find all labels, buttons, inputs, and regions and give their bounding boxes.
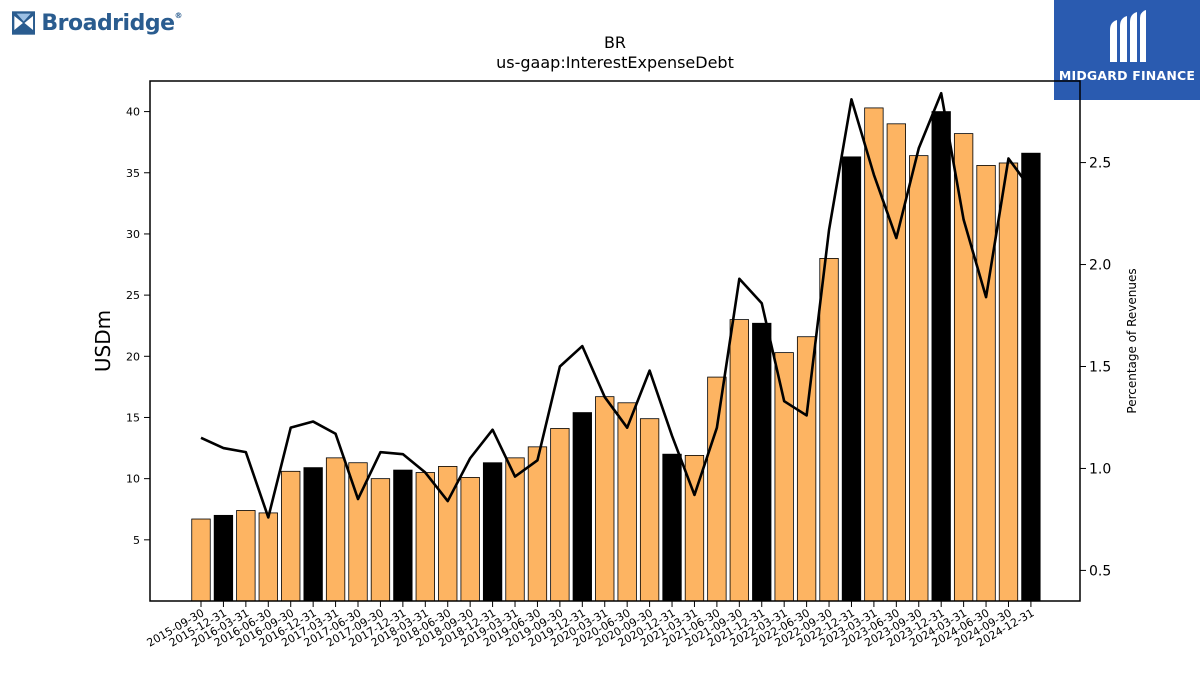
broadridge-logo: Broadridge® bbox=[12, 6, 182, 40]
bar-2023-12-31 bbox=[931, 111, 951, 602]
bar-2018-12-31 bbox=[482, 462, 503, 602]
bar-2024-03-31 bbox=[953, 133, 974, 602]
bar-2022-03-31 bbox=[774, 352, 794, 602]
bar-2023-03-31 bbox=[864, 107, 884, 602]
y2-tick-label: 0.5 bbox=[1089, 563, 1111, 579]
chart-title: BR bbox=[604, 33, 626, 52]
bar-2019-12-31 bbox=[572, 412, 592, 602]
y-tick-label: 40 bbox=[126, 106, 140, 119]
y-tick-label: 35 bbox=[126, 167, 140, 180]
bar-2019-06-30 bbox=[527, 446, 548, 602]
bar-2022-09-30 bbox=[819, 258, 839, 602]
bar-2024-09-30 bbox=[998, 162, 1019, 602]
bar-2017-09-30 bbox=[370, 478, 391, 602]
bar-2021-12-31 bbox=[752, 322, 772, 602]
bar-2020-12-31 bbox=[662, 453, 682, 602]
bar-2016-06-30 bbox=[258, 512, 278, 602]
bar-2019-03-31 bbox=[505, 457, 525, 602]
midgard-logo: MIDGARD FINANCE bbox=[1054, 0, 1200, 100]
bar-2024-12-31 bbox=[1021, 152, 1041, 602]
bar-2017-12-31 bbox=[393, 469, 413, 602]
y2-tick-label: 2.0 bbox=[1089, 258, 1111, 274]
chart-subtitle: us-gaap:InterestExpenseDebt bbox=[496, 53, 734, 72]
bar-2018-03-31 bbox=[415, 472, 435, 602]
y-tick-label: 15 bbox=[126, 411, 140, 424]
y2-tick-label: 2.5 bbox=[1089, 156, 1111, 172]
bar-2015-12-31 bbox=[213, 514, 234, 602]
y2-axis-label: Percentage of Revenues bbox=[1125, 268, 1139, 413]
bar-2020-03-31 bbox=[595, 396, 615, 602]
bar-2023-06-30 bbox=[886, 123, 906, 602]
bar-2016-09-30 bbox=[281, 470, 301, 602]
bar-2015-09-30 bbox=[191, 518, 211, 602]
bar-2023-09-30 bbox=[909, 155, 929, 602]
bar-2018-09-30 bbox=[460, 477, 480, 602]
bar-2022-06-30 bbox=[796, 336, 817, 602]
bar-2020-06-30 bbox=[617, 402, 637, 602]
bar-2017-03-31 bbox=[325, 457, 346, 602]
bar-2016-03-31 bbox=[236, 510, 256, 602]
y-tick-label: 30 bbox=[126, 228, 140, 241]
y-tick-label: 25 bbox=[126, 289, 140, 302]
x-axis: 2015-09-302015-12-312016-03-312016-06-30… bbox=[145, 601, 1036, 650]
bar-2021-06-30 bbox=[707, 376, 727, 602]
bar-series bbox=[191, 107, 1041, 602]
y2-tick-label: 1.0 bbox=[1089, 461, 1111, 477]
line-series bbox=[200, 91, 1032, 519]
bar-2024-06-30 bbox=[976, 165, 996, 602]
midgard-wordmark: MIDGARD FINANCE bbox=[1058, 68, 1196, 83]
y-tick-label: 10 bbox=[126, 473, 140, 486]
broadridge-wordmark: Broadridge® bbox=[41, 10, 182, 36]
y-axis-label: USDm bbox=[91, 310, 115, 372]
right-axis: 0.5 1.0 1.5 2.0 2.5 bbox=[1080, 156, 1111, 579]
left-axis: 5 10 15 20 25 30 35 40 bbox=[126, 106, 150, 547]
midgard-logo-icon bbox=[1110, 10, 1146, 62]
y-tick-label: 20 bbox=[126, 350, 140, 363]
y2-tick-label: 1.5 bbox=[1089, 359, 1111, 375]
bar-2016-12-31 bbox=[303, 467, 323, 602]
bar-2020-09-30 bbox=[639, 418, 660, 602]
bar-2019-09-30 bbox=[550, 428, 570, 602]
y-tick-label: 5 bbox=[133, 534, 140, 547]
plot-frame bbox=[149, 80, 1081, 602]
bar-2022-12-31 bbox=[841, 156, 862, 602]
broadridge-logo-icon bbox=[12, 11, 36, 35]
revenue-percentage-line bbox=[200, 91, 1032, 519]
bar-2021-09-30 bbox=[729, 319, 749, 602]
